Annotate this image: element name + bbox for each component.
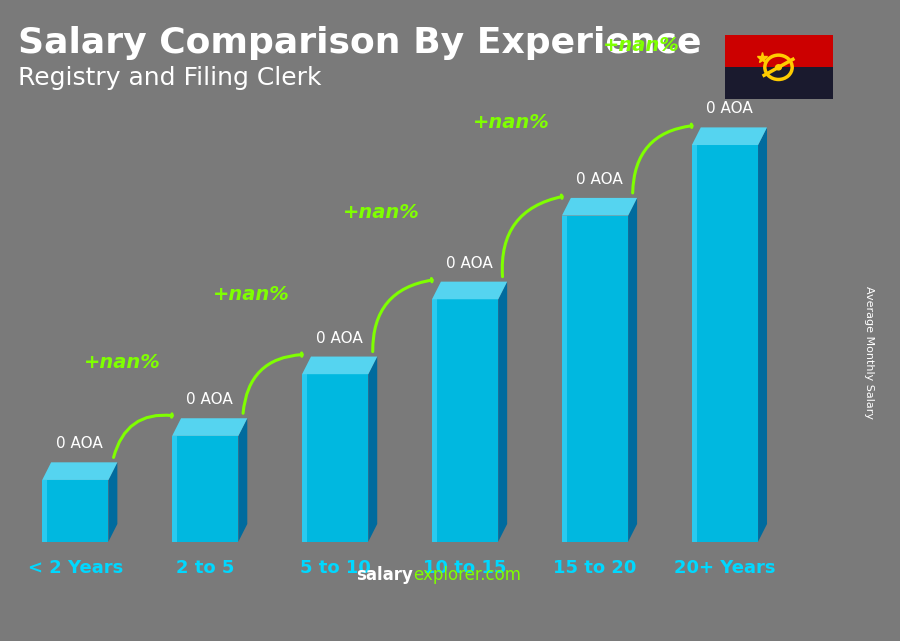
Polygon shape	[499, 281, 508, 542]
Polygon shape	[432, 281, 508, 299]
Text: Registry and Filing Clerk: Registry and Filing Clerk	[18, 65, 321, 90]
Polygon shape	[42, 462, 117, 480]
Polygon shape	[302, 356, 377, 374]
Text: 2 to 5: 2 to 5	[176, 559, 234, 578]
Text: +nan%: +nan%	[603, 36, 680, 54]
Polygon shape	[238, 419, 248, 542]
Text: Average Monthly Salary: Average Monthly Salary	[863, 286, 874, 419]
Text: +nan%: +nan%	[84, 353, 160, 372]
Polygon shape	[628, 198, 637, 542]
Text: 0 AOA: 0 AOA	[446, 256, 493, 271]
Circle shape	[776, 65, 781, 70]
Polygon shape	[108, 462, 117, 542]
Polygon shape	[432, 299, 437, 542]
Text: 0 AOA: 0 AOA	[57, 437, 104, 451]
Polygon shape	[172, 419, 248, 436]
Polygon shape	[42, 480, 48, 542]
Polygon shape	[692, 145, 758, 542]
Polygon shape	[42, 480, 108, 542]
Text: 0 AOA: 0 AOA	[576, 172, 623, 187]
Text: Salary Comparison By Experience: Salary Comparison By Experience	[18, 26, 701, 60]
Polygon shape	[172, 436, 238, 542]
Bar	[724, 67, 832, 99]
Polygon shape	[172, 436, 177, 542]
Polygon shape	[302, 374, 307, 542]
Polygon shape	[692, 145, 697, 542]
Text: 5 to 10: 5 to 10	[300, 559, 371, 578]
Polygon shape	[562, 215, 567, 542]
Text: +nan%: +nan%	[473, 113, 550, 132]
Text: 20+ Years: 20+ Years	[674, 559, 776, 578]
Text: 0 AOA: 0 AOA	[316, 331, 363, 345]
Polygon shape	[562, 215, 628, 542]
Text: 0 AOA: 0 AOA	[706, 101, 752, 117]
Polygon shape	[692, 128, 767, 145]
Bar	[724, 35, 832, 67]
Polygon shape	[432, 299, 499, 542]
Text: 15 to 20: 15 to 20	[554, 559, 636, 578]
Polygon shape	[758, 128, 767, 542]
Text: 10 to 15: 10 to 15	[423, 559, 507, 578]
Text: +nan%: +nan%	[343, 203, 420, 222]
Text: explorer.com: explorer.com	[413, 566, 521, 584]
Text: salary: salary	[356, 566, 413, 584]
Text: 0 AOA: 0 AOA	[186, 392, 233, 407]
Polygon shape	[302, 374, 368, 542]
Text: < 2 Years: < 2 Years	[28, 559, 123, 578]
Text: +nan%: +nan%	[213, 285, 290, 304]
Polygon shape	[368, 356, 377, 542]
Polygon shape	[562, 198, 637, 215]
